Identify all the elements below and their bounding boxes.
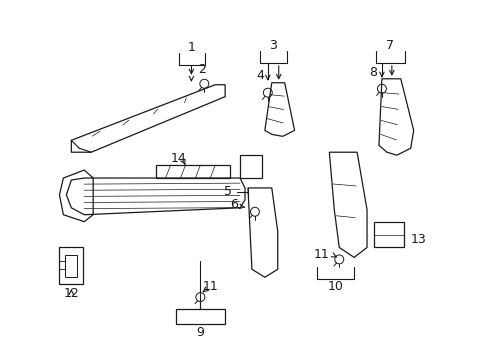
Text: 10: 10 — [326, 280, 343, 293]
Text: 7: 7 — [385, 39, 393, 51]
Text: 5: 5 — [224, 185, 232, 198]
Text: 8: 8 — [368, 66, 376, 79]
Text: 2: 2 — [198, 63, 206, 76]
Text: 13: 13 — [410, 233, 426, 246]
Text: 4: 4 — [255, 69, 264, 82]
Text: 12: 12 — [63, 287, 79, 300]
Text: 11: 11 — [313, 248, 328, 261]
Text: 14: 14 — [170, 152, 186, 165]
Text: 6: 6 — [230, 198, 238, 211]
Text: 11: 11 — [202, 280, 218, 293]
Text: 1: 1 — [187, 41, 195, 54]
Text: 3: 3 — [268, 39, 276, 51]
Text: 9: 9 — [196, 326, 204, 339]
